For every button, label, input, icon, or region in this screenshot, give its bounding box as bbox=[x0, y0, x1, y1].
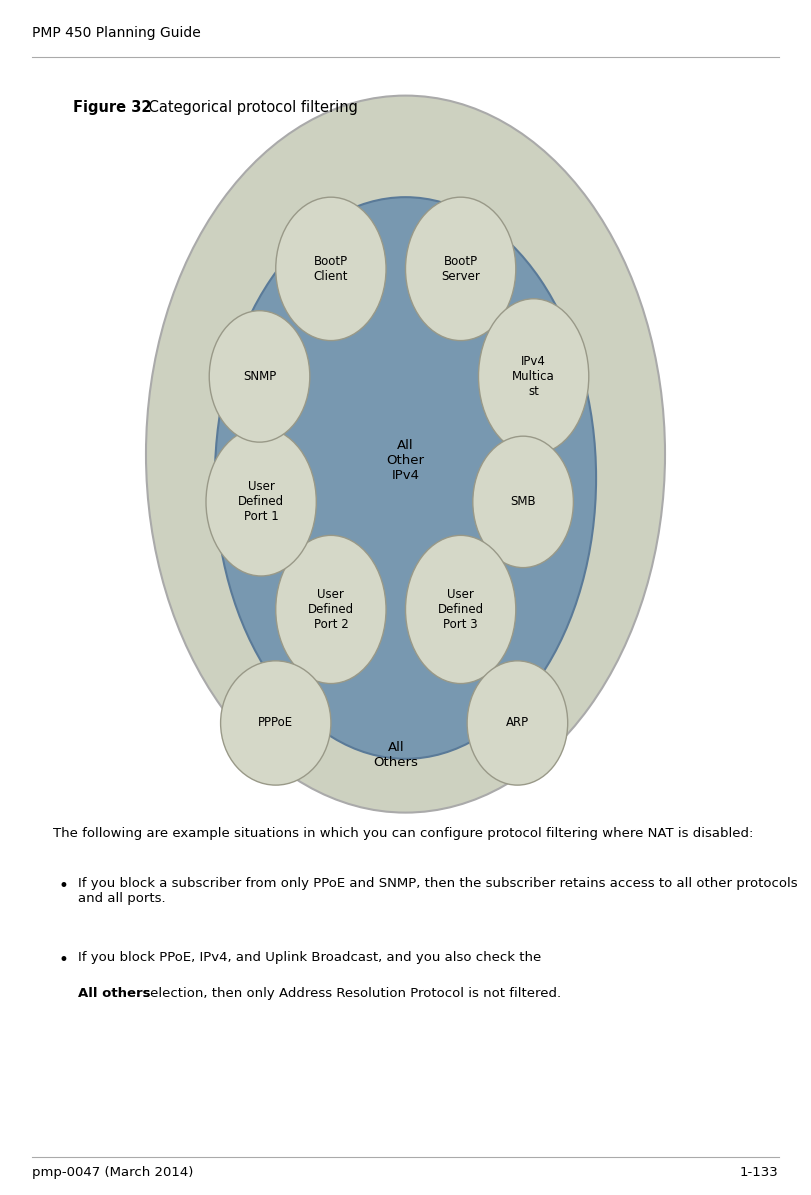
Ellipse shape bbox=[206, 428, 316, 576]
Text: PMP 450 Planning Guide: PMP 450 Planning Guide bbox=[32, 26, 201, 41]
Ellipse shape bbox=[276, 535, 386, 684]
Text: pmp-0047 (March 2014): pmp-0047 (March 2014) bbox=[32, 1166, 194, 1179]
Text: •: • bbox=[58, 877, 68, 895]
Text: All
Others: All Others bbox=[373, 741, 418, 770]
Text: PPPoE: PPPoE bbox=[258, 717, 294, 729]
Text: BootP
Client: BootP Client bbox=[314, 255, 348, 283]
Text: 1-133: 1-133 bbox=[740, 1166, 779, 1179]
Text: SNMP: SNMP bbox=[243, 370, 276, 382]
Text: User
Defined
Port 3: User Defined Port 3 bbox=[438, 588, 483, 631]
Text: Figure 32: Figure 32 bbox=[73, 100, 152, 116]
Text: SMB: SMB bbox=[510, 496, 536, 508]
Text: ARP: ARP bbox=[506, 717, 529, 729]
Text: The following are example situations in which you can configure protocol filteri: The following are example situations in … bbox=[53, 827, 753, 840]
Ellipse shape bbox=[215, 197, 596, 759]
Text: User
Defined
Port 1: User Defined Port 1 bbox=[238, 480, 284, 523]
Ellipse shape bbox=[473, 436, 573, 568]
Ellipse shape bbox=[146, 96, 665, 813]
Text: IPv4
Multica
st: IPv4 Multica st bbox=[513, 355, 555, 398]
Text: Categorical protocol filtering: Categorical protocol filtering bbox=[144, 100, 358, 116]
Ellipse shape bbox=[467, 661, 568, 785]
Text: BootP
Server: BootP Server bbox=[441, 255, 480, 283]
Text: All
Other
IPv4: All Other IPv4 bbox=[387, 439, 424, 482]
Ellipse shape bbox=[209, 311, 310, 442]
Text: All others: All others bbox=[78, 987, 150, 1000]
Ellipse shape bbox=[221, 661, 331, 785]
Ellipse shape bbox=[478, 299, 589, 454]
Text: User
Defined
Port 2: User Defined Port 2 bbox=[308, 588, 354, 631]
Ellipse shape bbox=[406, 197, 516, 341]
Text: selection, then only Address Resolution Protocol is not filtered.: selection, then only Address Resolution … bbox=[139, 987, 561, 1000]
Ellipse shape bbox=[276, 197, 386, 341]
Text: •: • bbox=[58, 951, 68, 969]
Text: If you block PPoE, IPv4, and Uplink Broadcast, and you also check the: If you block PPoE, IPv4, and Uplink Broa… bbox=[78, 951, 541, 964]
Text: If you block a subscriber from only PPoE and SNMP, then the subscriber retains a: If you block a subscriber from only PPoE… bbox=[78, 877, 797, 905]
Ellipse shape bbox=[406, 535, 516, 684]
